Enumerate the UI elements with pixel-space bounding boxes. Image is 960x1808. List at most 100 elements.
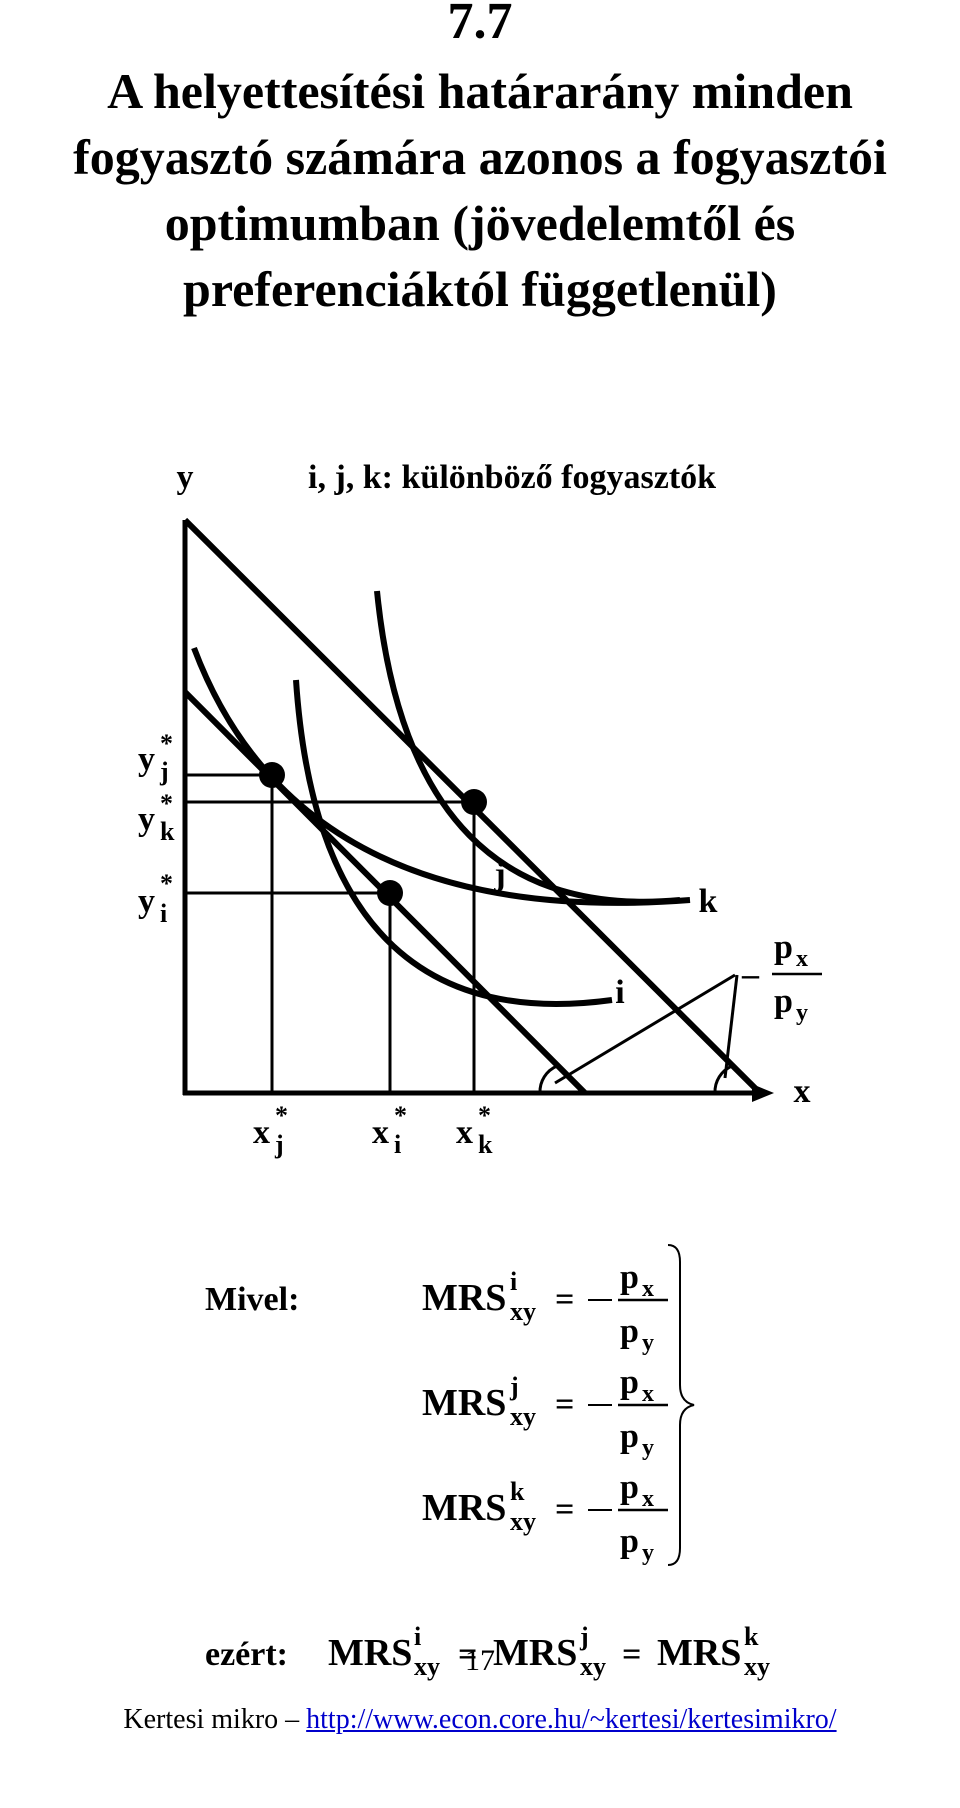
concl-mrs-i-sup: i [414,1622,421,1651]
mrs-i-sub: xy [510,1297,536,1326]
slide-title: A helyettesítési határarány minden fogya… [0,58,960,322]
frac-j-num: p [620,1364,639,1401]
slope-denominator: p [774,983,793,1020]
y-tick-i: y * i [138,869,173,928]
y-tick-j-sup: * [160,729,173,758]
curve-label-k: k [699,883,718,920]
conclusion-row: ezért: MRS i xy = MRS j xy = MRS k xy [205,1622,770,1681]
indifference-curve-k [374,590,681,905]
title-line-1: A helyettesítési határarány minden [107,63,853,119]
angle-arc-inner [538,1064,558,1094]
frac-k-den: p [620,1523,639,1560]
concl-mrs-i: MRS [328,1632,412,1674]
y-tick-k-base: y [138,801,155,838]
y-tick-j: y * j [138,729,173,786]
footer-link[interactable]: http://www.econ.core.hu/~kertesi/kertesi… [306,1704,837,1735]
y-axis-label: y [177,459,194,496]
indifference-curve-j [191,646,691,906]
x-tick-k-base: x [456,1114,473,1151]
slope-denominator-sub: y [796,1000,808,1026]
x-tick-j-sub: j [274,1130,284,1159]
x-tick-i: x * i [372,1101,407,1159]
mrs-j-sub: xy [510,1402,536,1431]
frac-k-num-sub: x [642,1486,654,1512]
x-tick-j: x * j [253,1101,288,1159]
frac-k-den-sub: y [642,1540,654,1566]
footer-author: Kertesi mikro – [123,1704,300,1735]
slope-sign: – [741,956,760,993]
concl-mrs-k: MRS [657,1632,741,1674]
frac-j-num-sub: x [642,1381,654,1407]
y-tick-i-sup: * [160,869,173,898]
slope-pointer-outer [723,974,739,1079]
mrs-j: MRS [422,1382,506,1424]
optimum-point-j [259,762,285,788]
guide-j [185,773,274,1093]
x-tick-k: x * k [456,1101,493,1159]
title-line-3: optimumban (jövedelemtől és [164,195,796,251]
title-line-2: fogyasztó számára azonos a fogyasztói [73,129,887,185]
mrs-i-sup: i [510,1267,517,1296]
optimum-point-i [377,880,403,906]
x-tick-k-sup: * [478,1101,491,1130]
frac-i-num: p [620,1259,639,1296]
equation-row-j: MRS j xy = p x p y [422,1364,668,1461]
concl-mrs-j-sup: j [579,1622,589,1651]
y-tick-i-sub: i [160,899,167,928]
equation-row-k: MRS k xy = p x p y [422,1469,668,1566]
mrs-k-sub: xy [510,1507,536,1536]
consumers-note: i, j, k: különböző fogyasztók [308,459,716,496]
concl-mrs-k-sub: xy [744,1652,770,1681]
mrs-k: MRS [422,1487,506,1529]
eq-j-sign: = [555,1386,574,1423]
concl-mrs-j-sub: xy [580,1652,606,1681]
footer: Kertesi mikro – http://www.econ.core.hu/… [0,1704,960,1736]
slope-numerator: p [774,929,793,966]
guide-i [185,891,392,1093]
x-tick-i-base: x [372,1114,389,1151]
angle-arc-outer [713,1064,733,1094]
slope-pointer-inner [554,973,736,1085]
x-tick-j-base: x [253,1114,270,1151]
concl-mrs-k-sup: k [744,1622,759,1651]
frac-j-den: p [620,1418,639,1455]
y-tick-j-base: y [138,741,155,778]
slope-label: – p x p y [741,929,822,1026]
y-tick-k-sub: k [160,817,175,846]
mrs-i: MRS [422,1277,506,1319]
concl-eq-1: = [458,1636,477,1673]
x-tick-j-sup: * [275,1101,288,1130]
frac-i-den-sub: y [642,1330,654,1356]
y-tick-j-sub: j [159,757,169,786]
eq-k-sign: = [555,1491,574,1528]
frac-j-den-sub: y [642,1435,654,1461]
eq-i-sign: = [555,1281,574,1318]
concl-mrs-j: MRS [493,1632,577,1674]
concl-eq-2: = [622,1636,641,1673]
concl-mrs-i-sub: xy [414,1652,440,1681]
x-tick-i-sup: * [394,1101,407,1130]
y-tick-k: y * k [138,789,175,846]
curve-label-i: i [615,974,624,1011]
title-line-4: preferenciáktól függetlenül) [183,261,777,317]
equations-lead: Mivel: [205,1281,299,1318]
slope-numerator-sub: x [796,946,808,972]
frac-i-num-sub: x [642,1276,654,1302]
conclusion-lead: ezért: [205,1636,288,1673]
equation-row-i: MRS i xy = p x p y [422,1259,668,1356]
x-tick-k-sub: k [478,1130,493,1159]
page-number: 17 [465,1644,495,1677]
optimum-point-k [461,789,487,815]
slide-number: 7.7 [447,0,513,50]
x-axis-label: x [794,1073,811,1110]
frac-i-den: p [620,1313,639,1350]
indifference-curve-i [293,679,613,1007]
x-tick-i-sub: i [394,1130,401,1159]
mrs-j-sup: j [509,1372,519,1401]
frac-k-num: p [620,1469,639,1506]
curve-label-j: j [493,856,505,893]
right-brace [667,1244,695,1566]
y-tick-i-base: y [138,883,155,920]
y-tick-k-sup: * [160,789,173,818]
